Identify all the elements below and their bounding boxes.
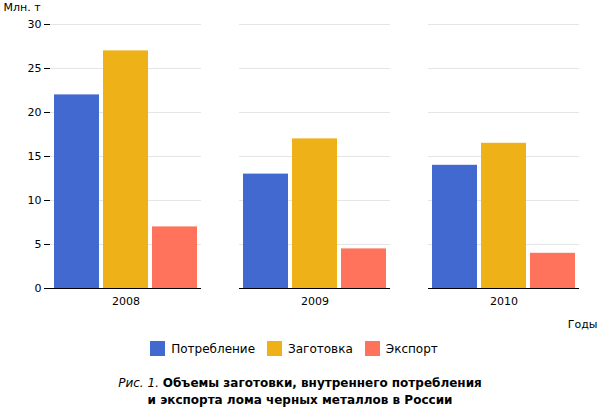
svg-text:2010: 2010 [490,295,518,308]
svg-text:Годы: Годы [568,318,598,331]
svg-text:2009: 2009 [301,295,329,308]
svg-text:30: 30 [28,18,42,31]
html-text:Рис. 1. Объемы заготовки, внут: Рис. 1. Объемы заготовки, внутреннего по… [118,376,482,390]
svg-text:25: 25 [28,62,42,75]
html-text:Экспорт: Экспорт [385,341,438,356]
svg-text:20: 20 [28,106,42,119]
svg-text:15: 15 [28,150,42,163]
html-text:Потребление: Потребление [171,341,255,356]
svg-text:10: 10 [28,194,42,207]
html-text:Заготовка: Заготовка [288,341,353,356]
svg-text:0: 0 [35,282,42,295]
svg-text:2008: 2008 [112,295,140,308]
svg-text:Млн. т: Млн. т [4,1,42,14]
svg-text:5: 5 [35,238,42,251]
html-text:и экспорта лома черных металло: и экспорта лома черных металлов в России [147,393,453,407]
